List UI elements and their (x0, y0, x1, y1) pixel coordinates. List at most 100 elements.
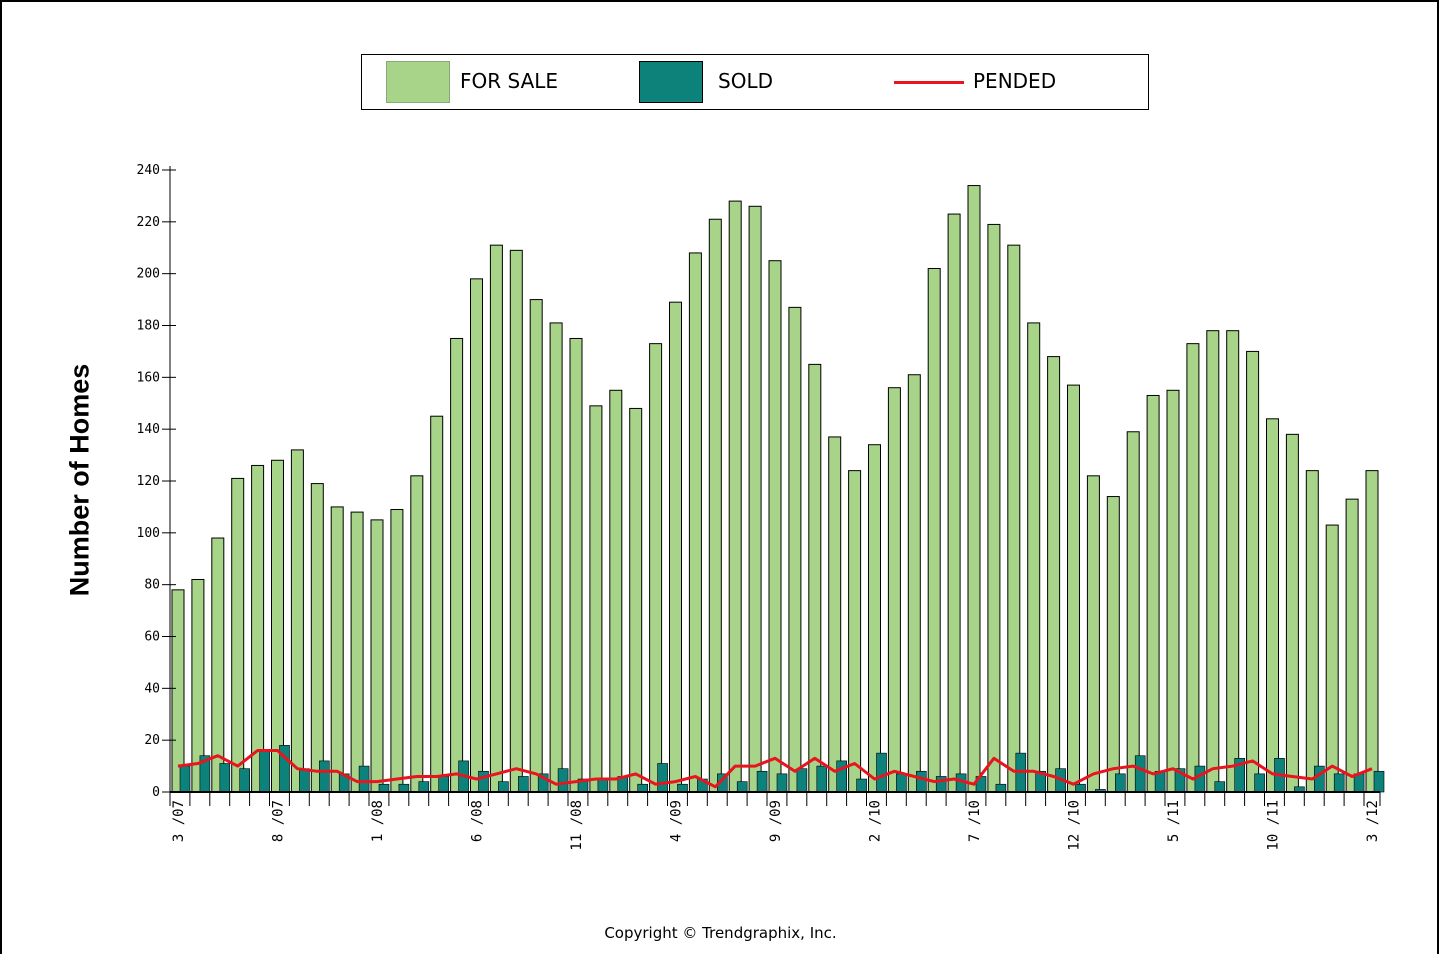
bar-sold (896, 773, 907, 793)
bar-sold (1373, 770, 1385, 793)
x-tick-label: 8 /07 (271, 800, 287, 842)
bar-sold (398, 783, 410, 793)
bar-for-sale (350, 511, 364, 793)
bar-for-sale (450, 337, 464, 793)
y-tick-label: 240 (137, 163, 160, 178)
bar-for-sale (947, 213, 961, 793)
bar-for-sale (1305, 470, 1319, 793)
x-tick-label: 7 /10 (967, 800, 983, 842)
bar-for-sale (728, 200, 742, 793)
legend-label-sold: SOLD (718, 69, 773, 93)
bar-sold (179, 765, 191, 793)
bar-for-sale (848, 470, 862, 793)
bar-for-sale (410, 475, 424, 793)
x-tick-label: 5 /11 (1166, 800, 1182, 842)
bar-for-sale (1206, 330, 1220, 793)
bar-for-sale (330, 506, 344, 793)
y-tick-label: 20 (144, 733, 160, 748)
bar-for-sale (569, 337, 583, 793)
bar-sold (418, 781, 430, 793)
bar-sold (677, 783, 688, 793)
bar-for-sale (211, 537, 225, 793)
y-tick-label: 220 (137, 215, 160, 230)
x-tick-label: 6 /08 (470, 800, 486, 842)
bar-for-sale (1067, 384, 1080, 793)
bar-sold (358, 765, 370, 793)
y-tick-label: 40 (144, 681, 160, 696)
y-tick-label: 180 (137, 319, 160, 334)
bar-sold (1314, 765, 1325, 793)
bar-for-sale (430, 415, 444, 793)
x-tick-label: 10 /11 (1266, 800, 1282, 851)
bar-for-sale (529, 299, 543, 793)
y-tick-label: 80 (144, 578, 160, 593)
bar-sold (1214, 781, 1226, 793)
bar-for-sale (1086, 475, 1100, 793)
bar-for-sale (1047, 356, 1061, 793)
legend-line-pended (894, 81, 964, 84)
bar-for-sale (549, 322, 563, 793)
bar-sold (856, 778, 867, 793)
bar-sold (438, 776, 450, 793)
legend-label-pended: PENDED (973, 69, 1057, 93)
bar-for-sale (1226, 330, 1240, 793)
bar-for-sale (629, 407, 643, 793)
bar-for-sale (927, 267, 941, 793)
bar-sold (1134, 755, 1146, 793)
bar-sold (816, 765, 828, 793)
bar-sold (1254, 773, 1265, 793)
bar-for-sale (987, 223, 1001, 793)
bar-sold (318, 760, 330, 793)
bar-sold (478, 770, 489, 793)
bar-sold (1075, 783, 1086, 793)
bar-sold (796, 768, 808, 793)
y-tick-label: 120 (137, 474, 160, 489)
bar-sold (1115, 773, 1126, 793)
x-tick-label: 3 /07 (171, 800, 187, 842)
copyright-text: Copyright © Trendgraphix, Inc. (604, 924, 837, 942)
bar-for-sale (1007, 244, 1021, 793)
bar-for-sale (171, 589, 185, 793)
bar-for-sale (589, 405, 603, 793)
bar-sold (756, 770, 768, 793)
bar-for-sale (1126, 431, 1140, 793)
bar-for-sale (1345, 498, 1359, 793)
bar-sold (378, 783, 390, 793)
bar-for-sale (1106, 496, 1120, 793)
bar-sold (259, 750, 270, 793)
line-pended (177, 749, 1373, 789)
bar-for-sale (271, 459, 284, 793)
bar-for-sale (251, 464, 265, 793)
bar-for-sale (509, 249, 523, 793)
bar-for-sale (708, 218, 722, 793)
bar-sold (776, 773, 788, 793)
x-tick-label: 2 /10 (868, 800, 884, 842)
bar-for-sale (231, 477, 245, 793)
x-tick-label: 4 /09 (669, 800, 685, 842)
bar-sold (876, 752, 887, 793)
x-tick-label: 9 /09 (768, 800, 784, 842)
bar-sold (517, 776, 529, 793)
bar-for-sale (788, 306, 802, 793)
bar-sold (657, 763, 668, 793)
bar-for-sale (1365, 470, 1379, 793)
legend: FOR SALE SOLD PENDED (361, 54, 1149, 110)
bar-sold (299, 768, 310, 793)
bar-for-sale (489, 244, 503, 793)
bar-for-sale (828, 436, 842, 793)
bar-sold (637, 783, 649, 793)
bar-for-sale (967, 185, 981, 793)
x-tick-label: 12 /10 (1067, 800, 1083, 851)
bar-sold (915, 770, 927, 793)
bar-for-sale (1027, 322, 1041, 793)
bar-sold (1194, 765, 1206, 793)
bar-sold (736, 781, 748, 793)
bar-sold (498, 781, 509, 793)
bar-for-sale (1266, 418, 1279, 793)
y-tick-label: 100 (137, 526, 160, 541)
legend-label-for-sale: FOR SALE (460, 69, 559, 93)
bar-for-sale (748, 205, 762, 793)
legend-swatch-sold (639, 61, 703, 103)
bar-for-sale (609, 389, 623, 793)
